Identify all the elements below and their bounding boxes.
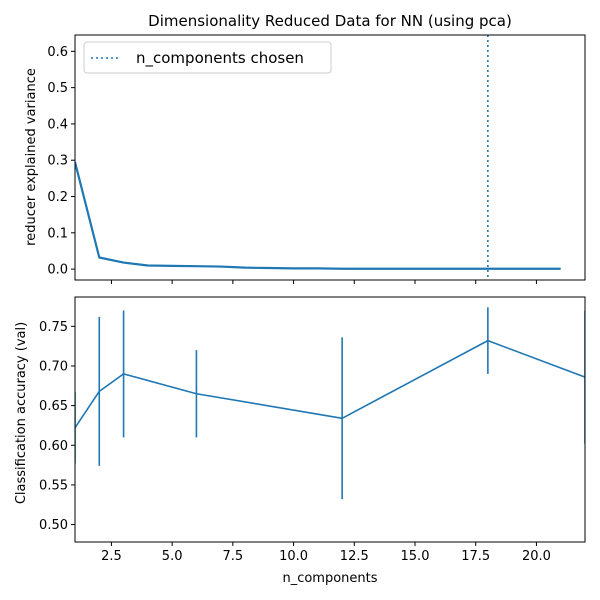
top-axes-frame bbox=[74, 34, 586, 281]
classification-accuracy-plot: 0.50 0.55 0.60 0.65 0.70 0.75 2.5 5.0 7.5 10.0 12.… bbox=[39, 296, 586, 564]
bottom-x-tick-label: 5.0 bbox=[162, 549, 183, 564]
x-axis-label: n_components bbox=[282, 571, 377, 586]
top-y-tick-label: 0.4 bbox=[47, 117, 68, 132]
explained-variance-plot: 0.0 0.1 0.2 0.3 0.4 0.5 0.6 n_components chosen bbox=[47, 34, 586, 284]
top-y-tick-label: 0.1 bbox=[47, 226, 68, 241]
bottom-y-tick-label: 0.60 bbox=[39, 439, 68, 454]
top-y-tick-label: 0.0 bbox=[47, 263, 68, 278]
legend-box bbox=[83, 41, 332, 74]
top-y-axis-label: reducer explained variance bbox=[24, 68, 39, 246]
bottom-y-tick-label: 0.65 bbox=[39, 399, 68, 414]
bottom-axes-frame bbox=[74, 296, 586, 543]
bottom-y-axis-label: Classification accuracy (val) bbox=[14, 322, 29, 504]
top-series-line bbox=[75, 161, 561, 270]
top-y-tick-label: 0.3 bbox=[47, 154, 68, 169]
legend: n_components chosen bbox=[83, 41, 332, 74]
top-y-tick-label: 0.2 bbox=[47, 190, 68, 205]
bottom-x-tick-label: 15.0 bbox=[401, 549, 430, 564]
bottom-y-tick-label: 0.70 bbox=[39, 359, 68, 374]
bottom-x-tick-label: 7.5 bbox=[223, 549, 244, 564]
bottom-x-tick-label: 2.5 bbox=[101, 549, 122, 564]
bottom-y-tick-label: 0.50 bbox=[39, 518, 68, 533]
bottom-y-tick-label: 0.75 bbox=[39, 320, 68, 335]
bottom-y-tick-label: 0.55 bbox=[39, 478, 68, 493]
bottom-x-tick-label: 17.5 bbox=[461, 549, 490, 564]
top-y-tick-label: 0.6 bbox=[47, 45, 68, 60]
bottom-x-tick-label: 20.0 bbox=[522, 549, 551, 564]
bottom-x-tick-label: 10.0 bbox=[279, 549, 308, 564]
top-data bbox=[75, 35, 561, 280]
bottom-series-line bbox=[75, 339, 585, 429]
top-y-tick-label: 0.5 bbox=[47, 81, 68, 96]
bottom-data bbox=[75, 307, 585, 500]
legend-label: n_components chosen bbox=[136, 49, 304, 68]
bottom-x-tick-label: 12.5 bbox=[340, 549, 369, 564]
chart-title: Dimensionality Reduced Data for NN (usin… bbox=[148, 12, 512, 30]
